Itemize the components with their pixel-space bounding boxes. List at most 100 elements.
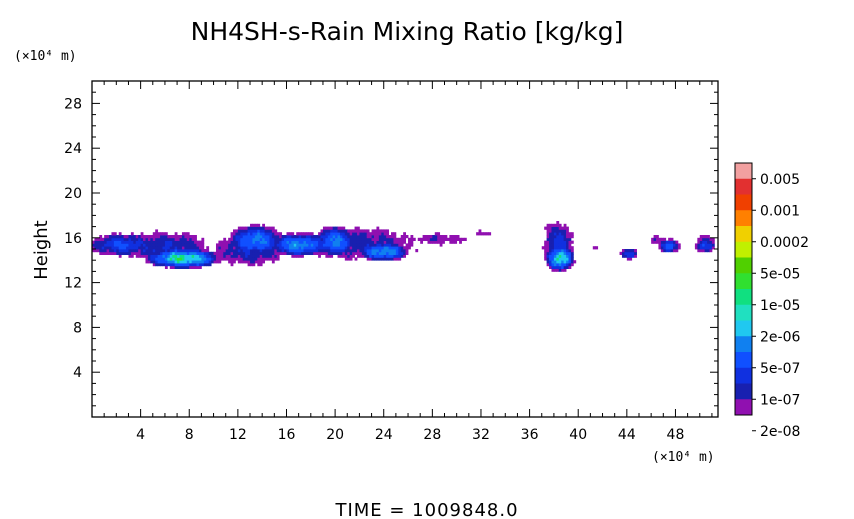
field-cell — [118, 237, 122, 241]
field-cell — [257, 260, 261, 264]
field-cell — [558, 243, 562, 247]
field-cell — [147, 249, 151, 253]
field-cell — [252, 223, 256, 227]
field-cell — [106, 240, 110, 244]
field-cell — [376, 246, 380, 250]
field-cell — [169, 257, 173, 261]
field-cell — [177, 263, 180, 267]
field-cell — [369, 257, 372, 261]
field-cell — [673, 249, 676, 253]
field-cell — [198, 251, 202, 255]
field-cell — [398, 243, 402, 247]
field-cell — [296, 246, 300, 250]
field-cell — [383, 249, 387, 253]
field-cell — [386, 254, 389, 258]
field-cell — [257, 237, 261, 241]
field-cell — [235, 235, 239, 239]
field-cell — [544, 257, 548, 261]
field-cell — [113, 235, 117, 239]
field-cell — [267, 257, 270, 261]
field-cell — [388, 249, 392, 253]
field-cell — [184, 237, 188, 241]
field-cell — [264, 235, 268, 239]
field-cell — [133, 235, 137, 239]
field-cell — [167, 251, 171, 255]
field-cell — [111, 237, 115, 241]
field-cell — [337, 251, 341, 255]
field-cell — [393, 243, 397, 247]
field-cell — [160, 257, 163, 261]
field-cell — [177, 243, 180, 247]
field-cell — [352, 229, 355, 233]
field-cell — [252, 251, 256, 255]
field-cell — [551, 237, 555, 241]
field-cell — [670, 237, 674, 241]
field-cell — [301, 246, 304, 250]
field-cell — [203, 254, 207, 258]
field-cell — [128, 235, 132, 239]
field-cell — [707, 240, 710, 244]
field-cell — [570, 249, 574, 253]
field-cell — [425, 235, 428, 239]
field-cell — [668, 249, 671, 253]
field-cell — [164, 260, 168, 264]
field-cell — [558, 237, 562, 241]
field-cell — [702, 237, 706, 241]
field-cell — [393, 254, 397, 258]
field-cell — [549, 263, 552, 267]
field-cell — [364, 240, 368, 244]
field-cell — [629, 251, 633, 255]
field-cell — [359, 249, 363, 253]
field-cell — [262, 257, 266, 261]
field-cell — [549, 246, 552, 250]
field-cell — [566, 226, 569, 230]
field-cell — [240, 237, 244, 241]
field-cell — [366, 229, 370, 233]
field-cell — [235, 229, 239, 233]
field-cell — [439, 240, 443, 244]
field-cell — [393, 240, 397, 244]
field-cell — [162, 232, 166, 236]
field-cell — [228, 246, 231, 250]
field-cell — [177, 260, 180, 264]
field-cell — [335, 240, 338, 244]
field-cell — [228, 237, 231, 241]
field-cell — [126, 237, 129, 241]
field-cell — [223, 257, 227, 261]
field-cell — [388, 237, 392, 241]
field-cell — [279, 235, 283, 239]
colorbar-label: 0.001 — [760, 203, 800, 219]
field-cell — [556, 251, 560, 255]
field-cell — [301, 249, 304, 253]
field-cell — [388, 235, 392, 239]
field-cell — [551, 226, 555, 230]
field-cell — [291, 235, 295, 239]
field-cell — [162, 249, 166, 253]
field-cell — [147, 254, 151, 258]
field-cell — [546, 251, 550, 255]
field-cell — [378, 232, 382, 236]
field-cell — [320, 240, 324, 244]
field-cell — [335, 226, 338, 230]
field-cell — [94, 243, 98, 247]
field-cell — [237, 260, 241, 264]
field-cell — [186, 249, 190, 253]
field-cell — [194, 254, 197, 258]
field-cell — [167, 263, 171, 267]
field-cell — [172, 237, 176, 241]
field-cell — [330, 243, 334, 247]
field-cell — [347, 237, 351, 241]
field-cell — [274, 249, 278, 253]
field-cell — [196, 265, 200, 269]
field-cell — [271, 251, 275, 255]
field-cell — [206, 260, 210, 264]
field-cell — [352, 237, 355, 241]
field-cell — [94, 237, 98, 241]
field-cell — [553, 229, 557, 233]
field-cell — [325, 232, 329, 236]
field-cell — [704, 246, 708, 250]
field-cell — [267, 254, 270, 258]
field-cell — [349, 257, 353, 261]
field-cell — [337, 237, 341, 241]
field-cell — [233, 249, 236, 253]
